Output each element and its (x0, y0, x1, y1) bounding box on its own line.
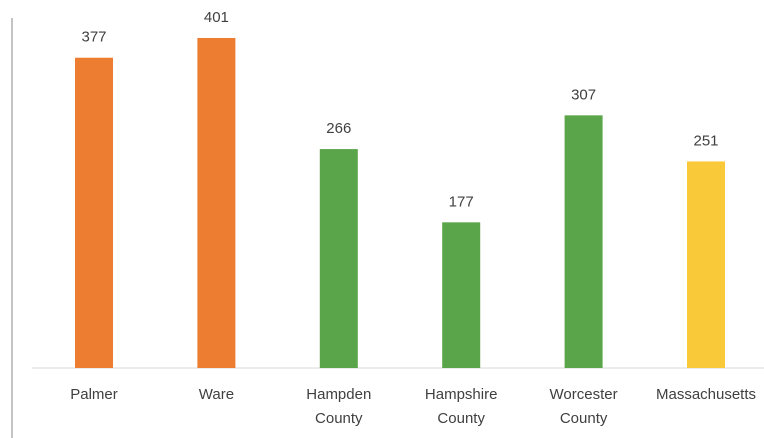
bar (564, 115, 603, 369)
bar (75, 57, 113, 368)
bar (197, 37, 236, 369)
x-tick-label: Hampshire County (424, 386, 498, 427)
bar (442, 222, 481, 368)
x-tick-label: Hampden County (306, 386, 372, 427)
data-label: 377 (81, 29, 106, 46)
x-tick-label: Palmer (70, 386, 118, 403)
x-tick-label: Worcester County (549, 386, 618, 427)
data-label: 307 (571, 86, 596, 103)
bar (687, 161, 725, 368)
data-label: 251 (693, 132, 718, 149)
data-label: 266 (326, 120, 351, 137)
data-label: 401 (204, 9, 229, 26)
x-tick-label: Ware (198, 386, 235, 403)
data-label: 177 (449, 193, 474, 210)
bar (319, 149, 358, 368)
x-tick-label: Massachusetts (655, 386, 757, 403)
